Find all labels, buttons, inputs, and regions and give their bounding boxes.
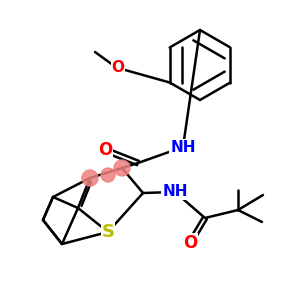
Text: O: O bbox=[98, 141, 112, 159]
Circle shape bbox=[82, 170, 98, 186]
Text: NH: NH bbox=[162, 184, 188, 200]
Circle shape bbox=[114, 160, 130, 176]
Circle shape bbox=[101, 168, 115, 182]
Text: NH: NH bbox=[170, 140, 196, 154]
Text: O: O bbox=[183, 234, 197, 252]
Text: O: O bbox=[112, 61, 124, 76]
Text: S: S bbox=[101, 223, 115, 241]
